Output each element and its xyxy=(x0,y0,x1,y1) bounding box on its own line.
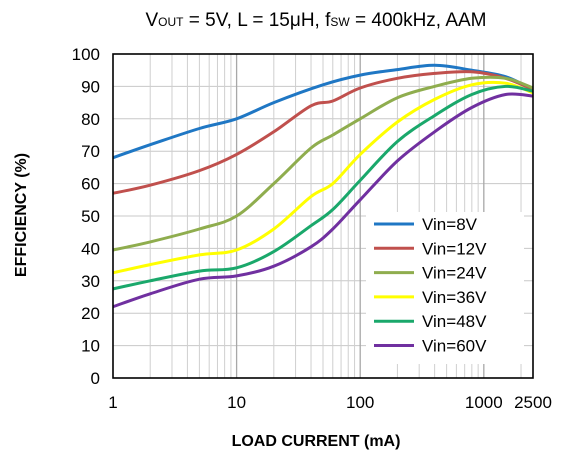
y-tick-label: 50 xyxy=(81,207,100,226)
plot-frame xyxy=(112,53,534,379)
legend: Vin=8V Vin=12V Vin=24V Vin=36V Vin=48V Vin=60… xyxy=(366,212,524,364)
title-part: SW xyxy=(330,15,350,29)
chart-title: VOUT = 5V, L = 15μH, fSW = 400kHz, AAM xyxy=(145,10,486,31)
x-tick-label: 2500 xyxy=(514,393,552,412)
series-line-vin-60v xyxy=(112,92,534,309)
series-line-vin-12v xyxy=(112,70,534,195)
y-tick-label: 40 xyxy=(81,239,100,258)
x-tick-label: 100 xyxy=(346,393,374,412)
y-axis-label: EFFICIENCY (%) xyxy=(13,153,30,277)
legend-label: Vin=48V xyxy=(422,312,487,331)
series-layer xyxy=(112,63,534,309)
y-tick-labels: 0 10 20 30 40 50 60 70 80 90 100 xyxy=(72,45,100,388)
x-tick-label: 10 xyxy=(227,393,246,412)
y-tick-label: 0 xyxy=(91,369,100,388)
legend-label: Vin=36V xyxy=(422,288,487,307)
x-tick-labels: 1 10 100 1000 2500 xyxy=(108,393,552,412)
series-line-vin-24v xyxy=(112,75,534,252)
y-tick-label: 90 xyxy=(81,77,100,96)
legend-background xyxy=(366,212,524,364)
title-part: OUT xyxy=(158,15,184,29)
x-tick-label: 1 xyxy=(108,393,117,412)
legend-label: Vin=12V xyxy=(422,239,487,258)
title-part: V xyxy=(145,10,158,31)
y-tick-label: 100 xyxy=(72,45,100,64)
x-tick-label: 1000 xyxy=(465,393,503,412)
y-tick-label: 70 xyxy=(81,142,100,161)
y-tick-label: 60 xyxy=(81,175,100,194)
title-part: = 400kHz, AAM xyxy=(350,10,487,31)
legend-label: Vin=8V xyxy=(422,215,478,234)
x-axis-label: LOAD CURRENT (mA) xyxy=(232,433,401,450)
series-line-vin-48v xyxy=(112,84,534,291)
legend-label: Vin=24V xyxy=(422,264,487,283)
y-tick-label: 80 xyxy=(81,110,100,129)
y-tick-label: 10 xyxy=(81,337,100,356)
legend-label: Vin=60V xyxy=(422,337,487,356)
title-part: = 5V, L = 15μH, f xyxy=(184,10,332,31)
series-line-vin-36v xyxy=(112,80,534,275)
y-tick-label: 20 xyxy=(81,304,100,323)
y-tick-label: 30 xyxy=(81,272,100,291)
